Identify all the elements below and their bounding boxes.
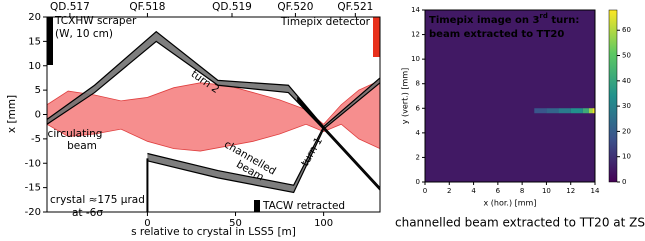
scraper-label: (W, 10 cm) [55, 28, 113, 40]
y-tick-label: 4 [416, 129, 421, 137]
y-tick-label: -5 [31, 134, 41, 145]
y-tick-label: 12 [411, 31, 420, 39]
crystal-label: at -6σ [72, 207, 103, 219]
series-label: turn 1 [299, 135, 325, 168]
y-tick-label: 10 [28, 61, 41, 72]
beam-cell [534, 108, 546, 113]
x-tick-label: 4 [471, 187, 476, 195]
figure: -20-15-10-505101520050100QD.517QF.518QD.… [0, 0, 645, 241]
x-tick-label: 10 [542, 187, 551, 195]
beam-cell [571, 108, 583, 113]
colorbar [609, 10, 617, 182]
y-tick-label: 15 [28, 36, 41, 47]
timepix-plot: Timepix image on 3rd turn: beam extracted… [395, 6, 645, 230]
title-part: Timepix image on 3 [429, 15, 539, 26]
y-axis-label: y (vert.) [mm] [401, 68, 410, 125]
quad-label: QF.521 [337, 1, 373, 13]
beam-cell [559, 108, 571, 113]
x-axis-label: s relative to crystal in LSS5 [m] [131, 226, 296, 238]
y-tick-label: -10 [25, 158, 41, 169]
tacw-label: TACW retracted [262, 200, 345, 212]
series-label: circulating [48, 128, 103, 140]
x-tick-label: 8 [520, 187, 524, 195]
x-tick-label: 6 [496, 187, 501, 195]
x-axis-label: x (hor.) [mm] [484, 199, 537, 208]
x-tick-label: 12 [566, 187, 575, 195]
y-tick-label: 6 [416, 104, 421, 112]
beam-cell [583, 108, 589, 113]
colorbar-label: 0 [622, 178, 626, 186]
tacw [254, 200, 260, 212]
y-tick-label: 0 [416, 178, 420, 186]
plot-title: Timepix image on 3rd turn: [429, 12, 579, 26]
quad-label: QF.520 [277, 1, 313, 13]
quad-label: QD.517 [50, 1, 90, 13]
beam-cell [546, 108, 558, 113]
title-part: turn: [548, 15, 579, 26]
y-axis-label: x [mm] [6, 95, 18, 133]
colorbar-label: 20 [622, 127, 631, 135]
colorbar-label: 30 [622, 102, 631, 110]
y-tick-label: 14 [411, 6, 420, 14]
detector [373, 17, 380, 57]
colorbar-label: 60 [622, 26, 631, 34]
beam-cell [589, 108, 593, 113]
scraper [47, 17, 53, 65]
y-tick-label: 10 [411, 55, 420, 63]
y-tick-label: 8 [416, 80, 420, 88]
title-part: rd [539, 12, 547, 20]
y-tick-label: -20 [25, 207, 41, 218]
y-tick-label: 2 [416, 153, 420, 161]
colorbar-label: 50 [622, 52, 631, 60]
series-label: beam [67, 140, 97, 152]
caption: channelled beam extracted to TT20 at ZS [395, 216, 645, 230]
y-tick-label: 5 [35, 85, 41, 96]
colorbar-label: 40 [622, 77, 631, 85]
x-tick-label: 14 [591, 187, 600, 195]
plot-title: beam extracted to TT20 [429, 29, 564, 40]
scraper-label: TCXHW scraper [54, 15, 137, 27]
crystal-label: crystal ≈175 μrad [50, 194, 145, 206]
x-tick-label: 100 [314, 218, 333, 229]
detector-label: Timepix detector [280, 16, 371, 28]
quad-label: QD.519 [212, 1, 252, 13]
colorbar-label: 10 [622, 153, 631, 161]
y-tick-label: -15 [25, 183, 41, 194]
y-tick-label: 20 [28, 12, 41, 23]
y-tick-label: 0 [35, 110, 41, 121]
x-tick-label: 0 [423, 187, 427, 195]
quad-label: QF.518 [129, 1, 165, 13]
x-tick-label: 2 [447, 187, 451, 195]
